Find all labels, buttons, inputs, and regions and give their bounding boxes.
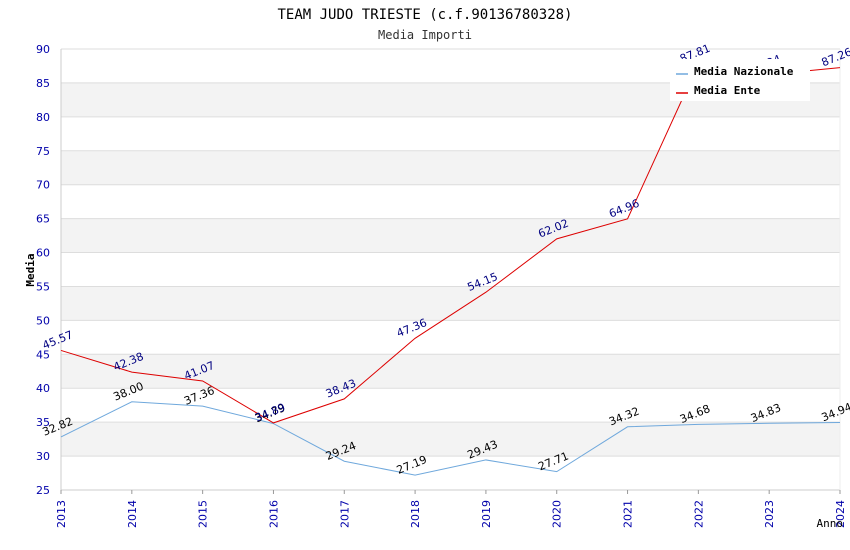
chart-title: TEAM JUDO TRIESTE (c.f.90136780328) xyxy=(277,7,572,23)
y-tick-label: 90 xyxy=(36,43,50,56)
grid-band xyxy=(61,320,840,355)
y-tick-label: 75 xyxy=(36,145,50,158)
x-tick-label: 2024 xyxy=(834,500,847,528)
x-axis-label: Anno xyxy=(817,517,844,530)
grid-band xyxy=(61,252,840,287)
y-tick-label: 50 xyxy=(36,314,50,327)
y-tick-label: 45 xyxy=(36,348,50,361)
chart-subtitle: Media Importi xyxy=(378,28,472,42)
x-tick-label: 2014 xyxy=(126,500,139,528)
x-tick-label: 2015 xyxy=(197,500,210,528)
legend: Media Nazionale Media Ente xyxy=(670,59,810,101)
x-tick-label: 2021 xyxy=(622,500,635,528)
y-tick-label: 65 xyxy=(36,213,50,226)
grid-band xyxy=(61,150,840,185)
x-tick-label: 2023 xyxy=(763,500,776,528)
legend-label-nazionale: Media Nazionale xyxy=(694,65,794,78)
x-tick-label: 2022 xyxy=(692,500,705,528)
grid-lines xyxy=(61,48,840,491)
y-axis-label: Media xyxy=(24,253,37,286)
y-tick-label: 70 xyxy=(36,179,50,192)
x-tick-label: 2017 xyxy=(338,500,351,528)
y-tick-label: 30 xyxy=(36,450,50,463)
y-tick-label: 35 xyxy=(36,416,50,429)
x-tick-label: 2019 xyxy=(480,500,493,528)
y-tick-label: 85 xyxy=(36,77,50,90)
grid-band xyxy=(61,184,840,219)
x-tick-label: 2013 xyxy=(55,500,68,528)
series-line-nazionale xyxy=(60,401,841,476)
x-tick-label: 2016 xyxy=(267,500,280,528)
y-tick-label: 40 xyxy=(36,382,50,395)
x-tick-label: 2018 xyxy=(409,500,422,528)
legend-label-ente: Media Ente xyxy=(694,84,761,97)
legend-background xyxy=(670,59,810,101)
y-tick-label: 55 xyxy=(36,280,50,293)
axes: 25 30 35 40 45 50 55 60 65 70 75 80 85 90 2013 2014 2015… xyxy=(36,43,847,528)
x-tick-label: 2020 xyxy=(551,500,564,528)
y-tick-label: 60 xyxy=(36,247,50,260)
grid-band xyxy=(61,116,840,151)
grid-band xyxy=(61,388,840,423)
grid-band xyxy=(61,422,840,457)
grid-band xyxy=(61,354,840,389)
grid-band xyxy=(61,456,840,490)
grid-band xyxy=(61,218,840,253)
y-tick-label: 80 xyxy=(36,111,50,124)
y-tick-label: 25 xyxy=(36,484,50,497)
